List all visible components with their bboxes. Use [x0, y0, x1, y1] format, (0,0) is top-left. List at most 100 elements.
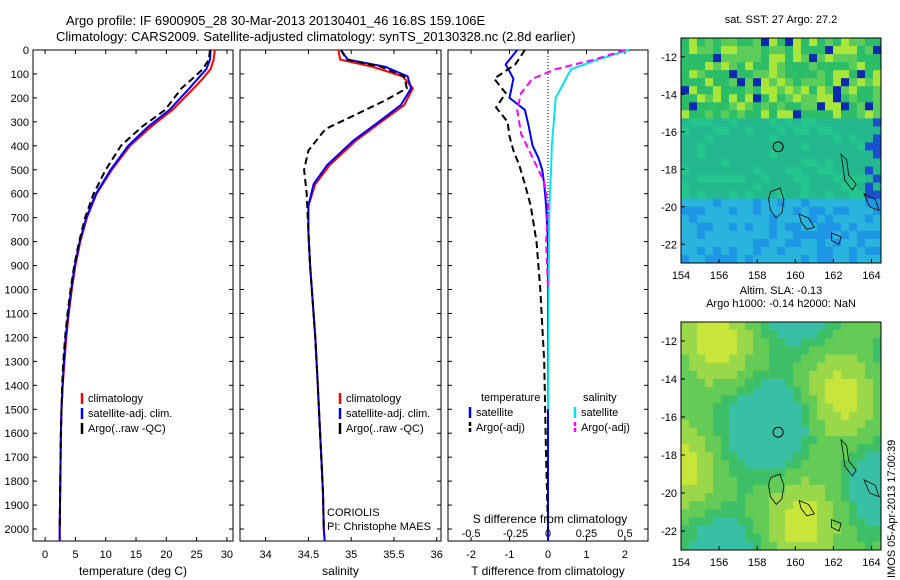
sst_map-cell: [857, 134, 866, 143]
sla_map-cell: [737, 525, 746, 535]
sst_map-cell: [777, 206, 786, 216]
sst_map-cell: [753, 190, 762, 200]
sla_map-cell: [721, 322, 730, 331]
sla_map-cell: [865, 452, 874, 461]
sla_map-cell: [873, 379, 882, 388]
sst_map-cell: [785, 94, 794, 103]
sla_map-cell: [817, 387, 826, 396]
sst_map-cell: [737, 246, 746, 256]
sst_map-cell: [785, 222, 794, 232]
sst_map-cell: [737, 62, 746, 71]
sla_map-cell: [785, 452, 794, 461]
sst_map-cell: [761, 110, 770, 119]
sla_map-cell: [697, 354, 706, 364]
sla_map-cell: [817, 330, 826, 339]
sla_map-cell: [825, 346, 834, 356]
sla_map-cell: [785, 346, 794, 356]
sla_map-cell: [689, 379, 698, 388]
sst_map-cell: [865, 182, 874, 192]
sst_map-cell: [713, 110, 722, 119]
sst_map-cell: [809, 62, 818, 71]
sst_map-cell: [785, 78, 794, 87]
sst_map-cell: [817, 206, 826, 216]
sla_map-cell: [841, 395, 850, 404]
sst_map-cell: [865, 166, 874, 176]
sla_map-cell: [833, 419, 842, 429]
sla_map-cell: [729, 517, 738, 527]
sla_map-cell: [729, 436, 738, 445]
sst_map-cell: [697, 94, 706, 103]
sst_map-cell: [849, 102, 858, 111]
sla_map-cell: [809, 419, 818, 429]
sst_map-cell: [801, 238, 810, 248]
sst_map-cell: [769, 86, 778, 95]
sst_map-cell: [857, 46, 866, 55]
sst_map-cell: [681, 246, 690, 256]
sst_map-cell: [785, 206, 794, 216]
diff-legend-entry: Argo(-adj): [476, 422, 525, 434]
sst_map-cell: [697, 150, 706, 160]
sst_map-cell: [817, 150, 826, 160]
coastline: [798, 213, 815, 230]
sst_map-cell: [697, 38, 706, 47]
sla_map-cell: [705, 444, 714, 453]
sla_map-cell: [689, 362, 698, 372]
sst_map-cell: [801, 190, 810, 200]
sst_map-cell: [737, 46, 746, 55]
sla_map-cell: [721, 330, 730, 339]
sla_map-cell: [697, 541, 706, 551]
sla_map-cell: [873, 501, 882, 510]
sla_map-cell: [801, 346, 810, 356]
sla_map-cell: [809, 403, 818, 413]
sst_map-cell: [689, 54, 698, 63]
sst_map-cell: [697, 142, 706, 151]
sst_map-cell: [681, 238, 690, 248]
sst_map-cell: [801, 94, 810, 103]
sst_map-cell: [681, 134, 690, 143]
temperature-ytick-label: 600: [11, 189, 29, 201]
sla_map-cell: [705, 517, 714, 527]
sst_map-cell: [777, 94, 786, 103]
sst_map-cell: [857, 158, 866, 168]
sla_map-cell: [801, 484, 810, 494]
sst_map-cell: [705, 254, 714, 264]
sst_map-cell: [857, 166, 866, 176]
sla_map-cell: [753, 436, 762, 445]
sst_map-cell: [817, 158, 826, 168]
sla_map-cell: [785, 444, 794, 453]
sst_map-cell: [865, 70, 874, 79]
sla_map-cell: [785, 370, 794, 380]
sst_map-cell: [729, 126, 738, 135]
sla_map-cell: [753, 395, 762, 404]
sst_map-cell: [841, 46, 850, 55]
sla_map-cell: [825, 419, 834, 429]
sst_map-cell: [689, 158, 698, 168]
sla_map-cell: [833, 362, 842, 372]
sst_map-cell: [721, 214, 730, 224]
sla_map-cell: [745, 338, 754, 347]
sst_map-cell: [865, 230, 874, 240]
sst_map-cell: [873, 78, 882, 87]
sst_map-cell: [809, 94, 818, 103]
sla_map-cell: [681, 460, 690, 470]
sst_map-cell: [729, 86, 738, 95]
sla_map-cell: [833, 379, 842, 388]
sla_map-cell: [737, 411, 746, 421]
sla_map-cell: [865, 330, 874, 339]
sst_map-cell: [761, 142, 770, 151]
sst_map-cell: [705, 110, 714, 119]
sla_map-cell: [753, 444, 762, 453]
sla_map-cell: [713, 427, 722, 437]
sst_map-cell: [721, 46, 730, 55]
sla_map-cell: [777, 387, 786, 396]
sla_map-cell: [793, 362, 802, 372]
s-difference-label: S difference from climatology: [473, 512, 628, 526]
sla_map-cell: [681, 387, 690, 396]
sla_map-cell: [865, 427, 874, 437]
sst_map-cell: [849, 46, 858, 55]
sst_map-cell: [721, 94, 730, 103]
sst_map-cell: [705, 62, 714, 71]
sst_map-cell: [737, 70, 746, 79]
sla_map-cell: [817, 322, 826, 331]
sst_map-cell: [865, 150, 874, 160]
